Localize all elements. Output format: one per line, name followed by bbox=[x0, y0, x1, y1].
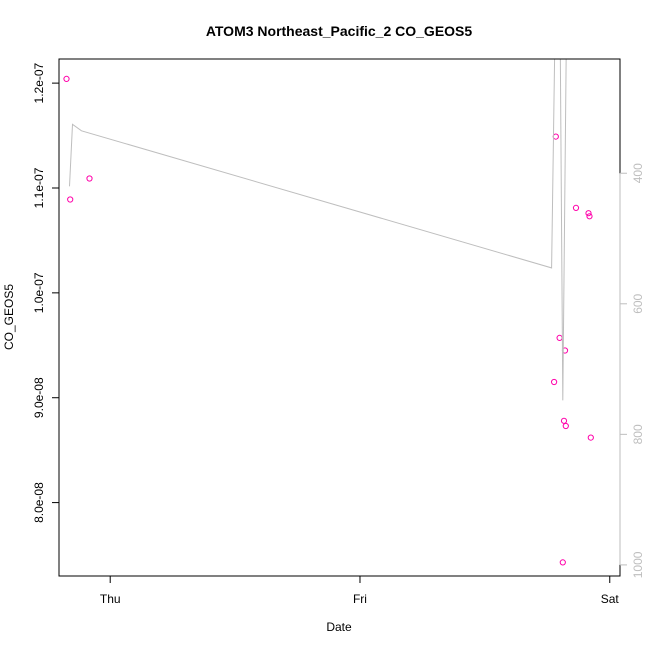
y2-axis: 400 600 800 1000 bbox=[619, 163, 645, 578]
data-point bbox=[67, 196, 74, 203]
data-point bbox=[551, 378, 558, 386]
y-tick-label: 1.2e-07 bbox=[32, 62, 46, 103]
data-point bbox=[572, 204, 580, 211]
data-point bbox=[560, 417, 568, 424]
y2-tick-label: 1000 bbox=[631, 551, 645, 578]
data-point bbox=[585, 210, 592, 217]
x-tick-label: Sat bbox=[601, 592, 620, 606]
y-tick-label: 1.0e-07 bbox=[32, 272, 46, 313]
data-point bbox=[559, 559, 566, 566]
x-axis-title: Date bbox=[326, 620, 352, 634]
plot-frame bbox=[58, 58, 621, 577]
y-tick-label: 1.1e-07 bbox=[32, 167, 46, 208]
data-point bbox=[63, 75, 70, 83]
x-axis: Thu Fri Sat bbox=[100, 575, 620, 606]
y2-tick-label: 800 bbox=[631, 424, 645, 444]
x-tick-label: Thu bbox=[100, 592, 121, 606]
data-point bbox=[586, 213, 593, 220]
data-point bbox=[587, 434, 594, 441]
data-point bbox=[556, 334, 563, 341]
x-tick-label: Fri bbox=[353, 592, 367, 606]
series-line bbox=[69, 59, 567, 401]
chart-title: ATOM3 Northeast_Pacific_2 CO_GEOS5 bbox=[206, 23, 473, 39]
y-tick-label: 8.0e-08 bbox=[32, 482, 46, 523]
y2-tick-label: 400 bbox=[631, 163, 645, 183]
data-point bbox=[86, 175, 93, 182]
data-layer bbox=[63, 59, 594, 566]
data-point bbox=[562, 422, 569, 430]
y-axis-title: CO_GEOS5 bbox=[2, 284, 16, 350]
y-tick-label: 9.0e-08 bbox=[32, 377, 46, 418]
y-axis: 8.0e-08 9.0e-08 1.0e-07 1.1e-07 1.2e-07 bbox=[32, 62, 60, 523]
y2-tick-label: 600 bbox=[631, 293, 645, 313]
